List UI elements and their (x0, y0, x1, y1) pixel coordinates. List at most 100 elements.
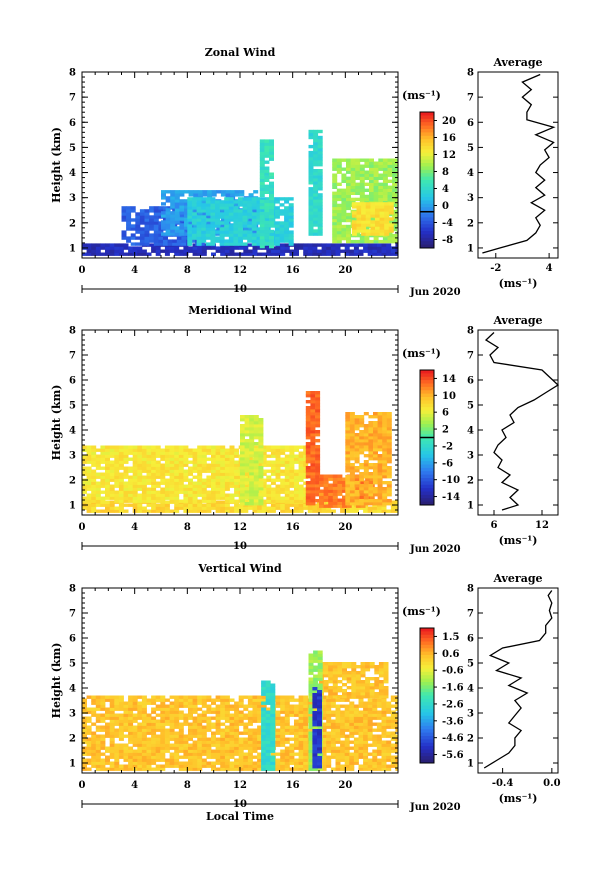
colorbar-swatch (420, 173, 434, 177)
data-cell (289, 475, 295, 479)
data-cell (274, 212, 280, 216)
data-cell (183, 704, 189, 708)
data-cell (269, 151, 274, 155)
data-cell (132, 716, 138, 720)
data-cell (345, 451, 351, 455)
data-cell (128, 496, 134, 500)
data-cell (382, 182, 388, 186)
data-cell (349, 448, 355, 452)
data-cell (284, 707, 290, 711)
data-cell (100, 472, 106, 476)
data-cell (305, 481, 311, 485)
colorbar-label: (ms⁻¹) (402, 89, 441, 102)
data-cell (109, 463, 115, 467)
data-cell (275, 463, 281, 467)
y-tick-label: 1 (69, 501, 76, 512)
data-cell (128, 252, 134, 256)
data-cell (275, 445, 281, 449)
data-cell (188, 448, 193, 452)
colorbar-swatch (420, 227, 434, 232)
data-cell (298, 698, 304, 702)
data-cell (288, 224, 294, 228)
data-cell (336, 203, 342, 208)
data-cell (247, 249, 253, 253)
data-cell (234, 193, 240, 197)
data-cell (298, 722, 304, 726)
data-cell (224, 224, 230, 228)
data-cell (310, 481, 316, 485)
data-cell (253, 229, 259, 233)
data-cell (252, 710, 258, 714)
data-cell (355, 233, 361, 238)
data-cell (234, 734, 240, 738)
data-cell (275, 478, 281, 482)
data-cell (247, 722, 253, 726)
data-cell (169, 716, 175, 720)
data-cell (164, 728, 170, 732)
data-cell (206, 749, 212, 753)
data-cell (153, 224, 159, 228)
data-cell (336, 239, 342, 244)
data-cell (396, 191, 398, 195)
data-cell (233, 215, 239, 219)
data-cell (346, 218, 351, 223)
data-cell (386, 472, 392, 476)
data-cell (363, 246, 369, 250)
data-cell (164, 496, 170, 500)
data-cell (105, 490, 110, 494)
data-cell (298, 725, 304, 729)
data-cell (258, 436, 264, 440)
data-cell (259, 172, 265, 176)
data-cell (349, 475, 355, 479)
data-cell (257, 737, 263, 741)
data-cell (82, 496, 87, 500)
data-cell (196, 236, 202, 240)
data-cell (183, 472, 189, 476)
data-cell (123, 484, 129, 488)
data-cell (386, 460, 392, 464)
data-cell (165, 223, 171, 227)
data-cell (137, 722, 143, 726)
data-cell (183, 764, 189, 768)
data-cell (390, 249, 396, 253)
data-cell (363, 469, 369, 473)
x-tick-label: 12 (233, 522, 247, 533)
data-cell (305, 466, 311, 470)
data-cell (247, 233, 253, 237)
data-cell (337, 492, 343, 496)
data-cell (192, 499, 198, 503)
data-cell (257, 755, 263, 759)
data-cell (165, 220, 171, 224)
data-cell (382, 433, 388, 437)
data-cell (188, 490, 193, 494)
data-cell (336, 209, 342, 214)
data-cell (350, 239, 356, 244)
data-cell (280, 463, 286, 467)
data-cell (202, 193, 208, 197)
data-cell (378, 158, 384, 162)
data-cell (86, 749, 92, 753)
data-cell (155, 490, 161, 494)
data-cell (176, 239, 182, 243)
data-cell (197, 767, 203, 771)
data-cell (105, 761, 110, 765)
data-cell (363, 506, 369, 510)
data-cell (128, 725, 134, 729)
data-cell (289, 767, 295, 771)
data-cell (215, 707, 221, 711)
data-cell (367, 506, 373, 510)
data-cell (341, 176, 347, 180)
data-cell (229, 761, 235, 765)
data-cell (284, 224, 290, 228)
panel-title: Meridional Wind (188, 304, 292, 317)
data-cell (354, 415, 360, 419)
data-cell (169, 454, 175, 458)
data-cell (197, 707, 203, 711)
data-cell (368, 448, 374, 452)
data-cell (375, 211, 380, 215)
data-cell (361, 223, 367, 227)
data-cell (332, 212, 338, 217)
data-cell (349, 487, 355, 491)
data-cell (345, 481, 351, 485)
data-cell (390, 506, 396, 510)
